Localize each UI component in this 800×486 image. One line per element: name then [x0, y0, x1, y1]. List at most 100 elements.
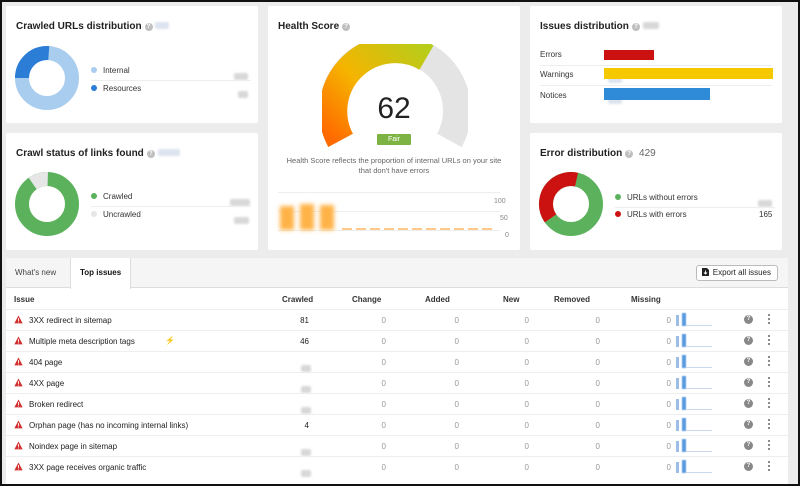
help-icon[interactable]: ?	[744, 378, 753, 387]
export-all-issues-button[interactable]: Export all issues	[695, 265, 778, 281]
more-options-icon[interactable]	[768, 335, 771, 346]
issue-name[interactable]: Noindex page in sitemap	[29, 442, 118, 451]
col-header-added[interactable]: Added	[425, 295, 450, 304]
more-options-icon[interactable]	[768, 419, 771, 430]
help-icon[interactable]: ?	[631, 23, 640, 31]
table-row[interactable]: Orphan page (has no incoming internal li…	[6, 414, 788, 435]
help-icon[interactable]: ?	[744, 315, 753, 324]
trend-sparkline	[676, 460, 712, 473]
history-bar-stubs	[342, 228, 492, 230]
issue-name[interactable]: Broken redirect	[29, 400, 84, 409]
table-row[interactable]: Multiple meta description tags ⚡ 46 0 0 0 0 0?	[6, 330, 788, 351]
help-icon[interactable]: ?	[744, 462, 753, 471]
error-warning-icon	[14, 462, 23, 471]
issue-name[interactable]: 3XX page receives organic traffic	[29, 463, 147, 472]
removed-count: 0	[595, 400, 600, 409]
new-count: 0	[524, 442, 529, 451]
removed-count: 0	[595, 379, 600, 388]
history-bar	[280, 206, 294, 230]
change-count: 0	[381, 400, 386, 409]
help-icon[interactable]: ?	[342, 23, 351, 31]
missing-count: 0	[666, 421, 671, 430]
help-icon[interactable]: ?	[744, 336, 753, 345]
error-warning-icon	[14, 441, 23, 450]
issue-name[interactable]: Multiple meta description tags	[29, 337, 135, 346]
issue-name[interactable]: Orphan page (has no incoming internal li…	[29, 421, 189, 430]
new-count: 0	[524, 379, 529, 388]
change-count: 0	[381, 316, 386, 325]
help-icon[interactable]: ?	[744, 357, 753, 366]
crawl-status-card: Crawl status of links found? Crawled Unc…	[6, 133, 258, 250]
export-file-icon	[701, 268, 709, 276]
new-count: 0	[524, 337, 529, 346]
more-options-icon[interactable]	[768, 377, 771, 388]
legend-uncrawled: Uncrawled	[91, 210, 141, 219]
new-count: 0	[524, 421, 529, 430]
help-icon[interactable]: ?	[744, 420, 753, 429]
col-header-missing[interactable]: Missing	[631, 295, 661, 304]
axis-tick-0: 0	[505, 232, 509, 239]
removed-count: 0	[595, 316, 600, 325]
donut-uncrawled-segment	[15, 172, 79, 236]
crawled-count[interactable]: 81	[300, 316, 309, 325]
export-all-issues-label: Export all issues	[712, 268, 771, 277]
help-icon[interactable]: ?	[744, 399, 753, 408]
crawled-count[interactable]	[301, 401, 311, 419]
change-count: 0	[381, 379, 386, 388]
crawled-count[interactable]	[301, 380, 311, 398]
more-options-icon[interactable]	[768, 314, 771, 325]
issues-notices-count[interactable]	[608, 97, 622, 104]
lightning-icon: ⚡	[165, 336, 175, 345]
table-row[interactable]: 4XX page 0 0 0 0 0?	[6, 372, 788, 393]
col-header-issue[interactable]: Issue	[14, 295, 35, 304]
change-count: 0	[381, 337, 386, 346]
health-score-value: 62	[377, 92, 411, 125]
crawled-urls-donut	[15, 46, 79, 110]
crawled-count[interactable]: 46	[300, 337, 309, 346]
crawled-count[interactable]	[301, 464, 311, 482]
help-icon[interactable]: ?	[144, 23, 153, 31]
more-options-icon[interactable]	[768, 440, 771, 451]
help-icon[interactable]: ?	[744, 441, 753, 450]
missing-count: 0	[666, 400, 671, 409]
health-score-title: Health Score?	[278, 21, 351, 32]
without-errors-dot-icon	[615, 194, 621, 200]
error-warning-icon	[14, 399, 23, 408]
col-header-crawled[interactable]: Crawled	[282, 295, 314, 304]
added-count: 0	[454, 337, 459, 346]
added-count: 0	[454, 463, 459, 472]
issue-name[interactable]: 404 page	[29, 358, 63, 367]
trend-sparkline	[676, 439, 712, 452]
more-options-icon[interactable]	[768, 461, 771, 472]
redacted-value	[642, 22, 659, 29]
tab-top-issues[interactable]: Top issues	[70, 258, 132, 289]
more-options-icon[interactable]	[768, 398, 771, 409]
issue-name[interactable]: 4XX page	[29, 379, 65, 388]
error-distribution-card: Error distribution? 429 URLs without err…	[530, 133, 782, 250]
crawled-count[interactable]	[301, 359, 311, 377]
table-row[interactable]: Noindex page in sitemap 0 0 0 0 0?	[6, 435, 788, 456]
legend-crawled: Crawled	[91, 192, 132, 201]
table-row[interactable]: Broken redirect 0 0 0 0 0?	[6, 393, 788, 414]
issue-name[interactable]: 3XX redirect in sitemap	[29, 316, 112, 325]
col-header-new[interactable]: New	[503, 295, 520, 304]
issues-warnings-count[interactable]	[608, 76, 622, 83]
crawled-count[interactable]	[301, 443, 311, 461]
missing-count: 0	[666, 337, 671, 346]
table-row[interactable]: 3XX page receives organic traffic 0 0 0 0 0?	[6, 456, 788, 477]
table-row[interactable]: 404 page 0 0 0 0 0?	[6, 351, 788, 372]
help-icon[interactable]: ?	[146, 150, 155, 158]
issues-warnings-label: Warnings	[540, 70, 574, 79]
added-count: 0	[454, 442, 459, 451]
table-row[interactable]: 3XX redirect in sitemap 81 0 0 0 0 0?	[6, 309, 788, 330]
tab-whats-new[interactable]: What's new	[15, 268, 57, 277]
help-icon[interactable]: ?	[625, 150, 634, 158]
col-header-removed[interactable]: Removed	[554, 295, 591, 304]
issues-distribution-title: Issues distribution?	[540, 21, 659, 32]
more-options-icon[interactable]	[768, 356, 771, 367]
with-errors-dot-icon	[615, 211, 621, 217]
change-count: 0	[381, 463, 386, 472]
crawled-count[interactable]: 4	[304, 421, 309, 430]
col-header-change[interactable]: Change	[352, 295, 382, 304]
